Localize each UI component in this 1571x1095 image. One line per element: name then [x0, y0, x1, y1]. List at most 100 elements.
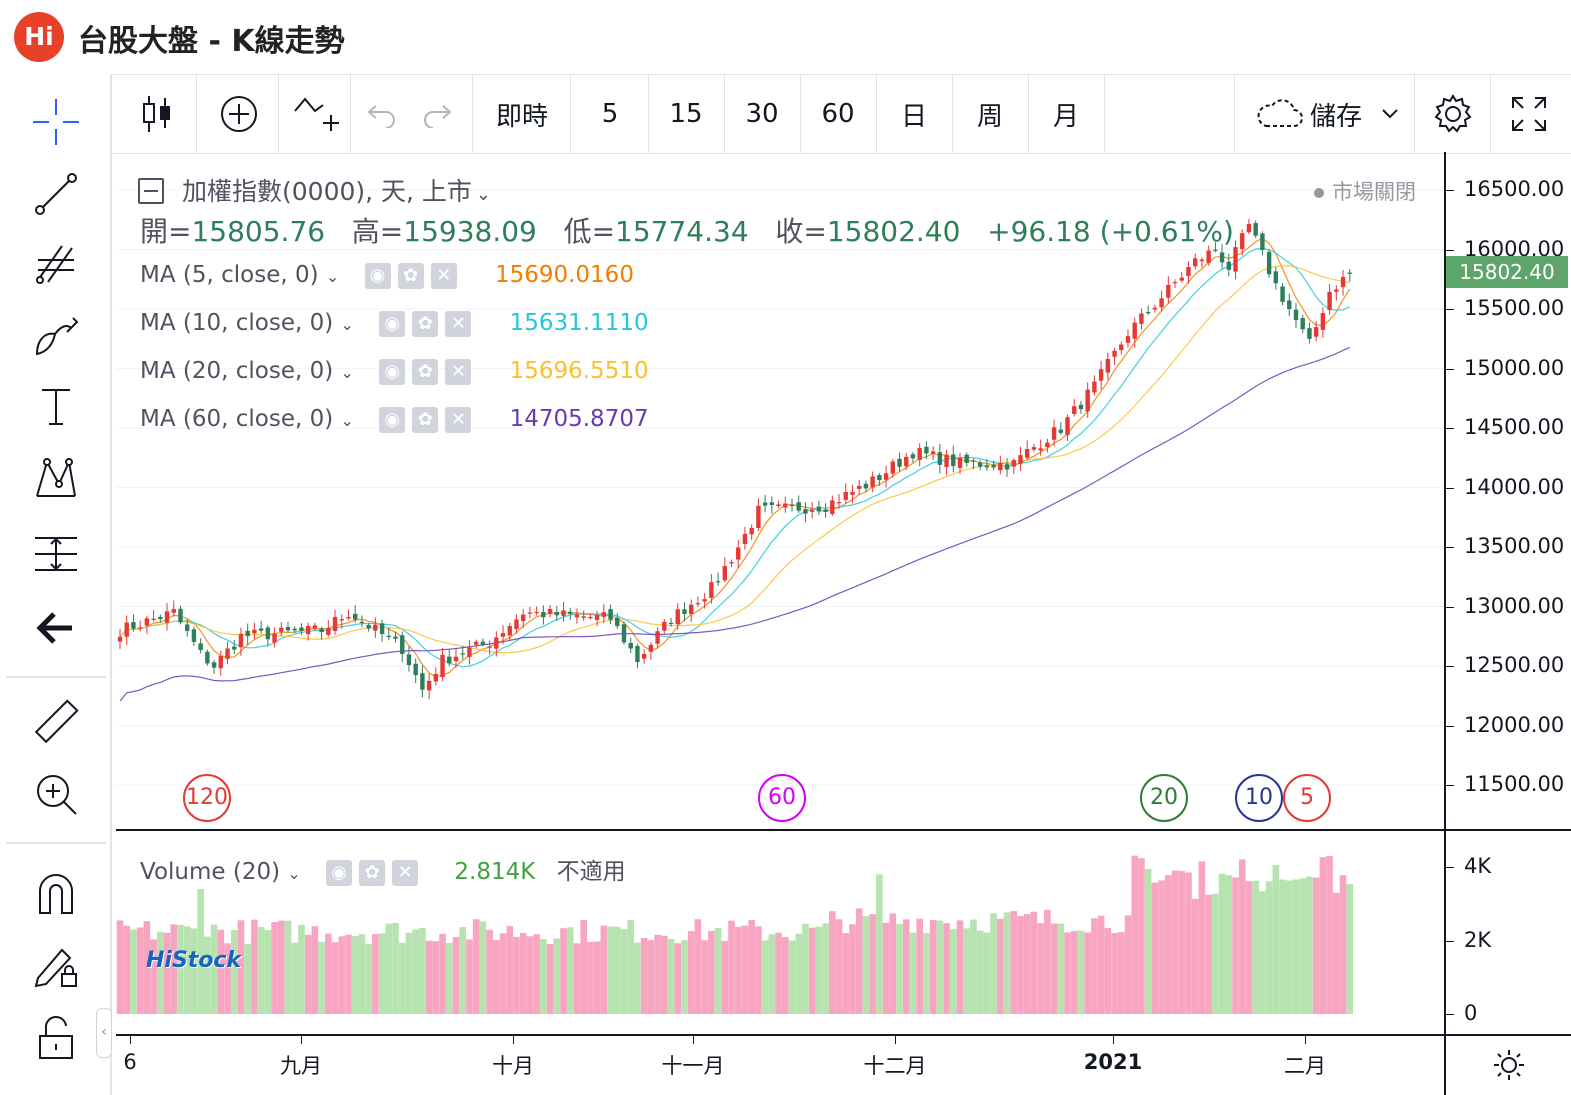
save-button[interactable]: 儲存	[1242, 75, 1412, 153]
candle-body	[816, 506, 822, 512]
pattern-tool[interactable]	[30, 452, 82, 504]
fullscreen-button[interactable]	[1494, 75, 1564, 153]
eye-icon[interactable]: ◉	[364, 262, 391, 289]
measure-tool[interactable]	[30, 528, 82, 580]
close-icon[interactable]: ✕	[392, 859, 419, 886]
candle-body	[467, 647, 472, 657]
interval-15[interactable]: 15	[669, 99, 703, 129]
eye-icon[interactable]: ◉	[379, 358, 406, 385]
ma10-legend[interactable]: MA (10, close, 0) ⌄ ◉ ✿ ✕ 15631.1110	[140, 310, 649, 337]
interval-week[interactable]: 周	[976, 101, 1003, 132]
candle-body	[245, 630, 250, 637]
candle-body	[1206, 250, 1211, 263]
candle-body	[850, 491, 855, 495]
gear-icon[interactable]: ✿	[397, 262, 424, 289]
ma60-legend[interactable]: MA (60, close, 0) ⌄ ◉ ✿ ✕ 14705.8707	[140, 406, 649, 433]
collapse-sidebar-handle[interactable]: ‹	[96, 1008, 112, 1058]
crosshair-tool[interactable]	[30, 96, 82, 148]
brush-tool[interactable]	[30, 310, 82, 362]
interval-5[interactable]: 5	[601, 99, 619, 129]
interval-month[interactable]: 月	[1052, 101, 1079, 132]
low-value: 15774.34	[615, 215, 749, 248]
current-price-label: 15802.40	[1446, 256, 1568, 288]
interval-day[interactable]: 日	[900, 101, 927, 132]
back-button[interactable]	[30, 602, 82, 654]
price-chart[interactable]	[116, 152, 1444, 1095]
compare-button[interactable]	[282, 75, 352, 153]
volume-bar	[620, 929, 628, 1014]
gear-icon[interactable]: ✿	[359, 859, 386, 886]
text-tool[interactable]	[30, 380, 82, 432]
interval-30[interactable]: 30	[745, 99, 779, 129]
magnet-tool[interactable]	[30, 868, 82, 920]
ruler-tool[interactable]	[30, 696, 82, 748]
ruler-icon	[34, 699, 79, 744]
volume-bar	[714, 927, 722, 1014]
close-icon[interactable]: ✕	[445, 310, 472, 337]
gear-icon[interactable]: ✿	[412, 310, 439, 337]
axis-settings-button[interactable]	[1492, 1048, 1528, 1084]
candle-body	[1085, 389, 1090, 412]
interval-realtime[interactable]: 即時	[495, 101, 548, 132]
lock-drawing-tool[interactable]	[30, 940, 82, 992]
price-axis-label: 14000.00	[1464, 474, 1565, 499]
volume-bar	[681, 940, 688, 1014]
volume-legend[interactable]: Volume (20) ⌄ ◉ ✿ ✕ 2.814K 不適用	[140, 852, 626, 886]
eye-icon[interactable]: ◉	[379, 310, 406, 337]
volume-bar	[143, 921, 151, 1014]
unlock-tool[interactable]	[30, 1012, 82, 1064]
volume-bar	[1232, 877, 1239, 1014]
close-icon[interactable]: ✕	[445, 406, 472, 433]
period-marker-10[interactable]: 10	[1235, 774, 1283, 822]
brush-icon	[35, 317, 79, 356]
close-icon[interactable]: ✕	[445, 358, 472, 385]
volume-bar	[1238, 859, 1246, 1014]
eye-icon[interactable]: ◉	[326, 859, 353, 886]
gear-icon[interactable]: ✿	[412, 358, 439, 385]
settings-button[interactable]	[1418, 75, 1488, 153]
volume-bar	[1333, 892, 1340, 1014]
volume-bar	[781, 937, 789, 1014]
period-marker-60[interactable]: 60	[758, 774, 806, 822]
trend-line-tool[interactable]	[30, 168, 82, 220]
price-axis-label: 14500.00	[1464, 415, 1565, 439]
volume-bar	[607, 926, 614, 1014]
collapse-legend-icon[interactable]	[138, 178, 164, 204]
gear-icon[interactable]: ✿	[412, 406, 439, 433]
zoom-in-tool[interactable]	[30, 768, 82, 820]
symbol-legend[interactable]: 加權指數(0000), 天, 上市 ⌄	[138, 172, 491, 208]
volume-bar	[983, 932, 991, 1014]
chevron-down-icon: ⌄	[325, 267, 340, 286]
interval-60[interactable]: 60	[821, 99, 855, 129]
ma5-legend[interactable]: MA (5, close, 0) ⌄ ◉ ✿ ✕ 15690.0160	[140, 262, 634, 289]
fib-tool[interactable]	[30, 238, 82, 290]
price-axis[interactable]: 16500.00 16000.00 15500.00 15000.00 14500.00…	[1444, 152, 1571, 1095]
candle-body	[574, 614, 580, 618]
volume-bar	[291, 942, 299, 1014]
candle-body	[185, 624, 190, 631]
undo-button[interactable]	[357, 75, 407, 153]
candle-body	[279, 627, 284, 632]
candle-body	[1226, 261, 1231, 270]
candle-body	[1011, 460, 1016, 467]
volume-bar	[116, 920, 124, 1014]
close-icon[interactable]: ✕	[430, 262, 457, 289]
candle-body	[568, 611, 573, 614]
candle-type-button[interactable]	[122, 75, 192, 153]
axis-tick	[1446, 428, 1454, 429]
eye-icon[interactable]: ◉	[379, 406, 406, 433]
period-marker-5[interactable]: 5	[1283, 774, 1331, 822]
chart-area[interactable]: 加權指數(0000), 天, 上市 ⌄ 市場關閉 開=15805.76 高=159…	[116, 152, 1571, 1095]
redo-button[interactable]	[412, 75, 462, 153]
candle-body	[1038, 448, 1043, 451]
candle-body	[144, 618, 150, 626]
add-indicator-button[interactable]	[202, 75, 276, 153]
volume-bar	[613, 926, 621, 1014]
ma20-legend[interactable]: MA (20, close, 0) ⌄ ◉ ✿ ✕ 15696.5510	[140, 358, 649, 385]
period-marker-120[interactable]: 120	[183, 774, 231, 822]
volume-bar	[439, 933, 446, 1014]
period-marker-20[interactable]: 20	[1140, 774, 1188, 822]
time-tick	[693, 1036, 694, 1044]
axis-tick	[1446, 1014, 1454, 1015]
volume-bar	[177, 924, 184, 1014]
